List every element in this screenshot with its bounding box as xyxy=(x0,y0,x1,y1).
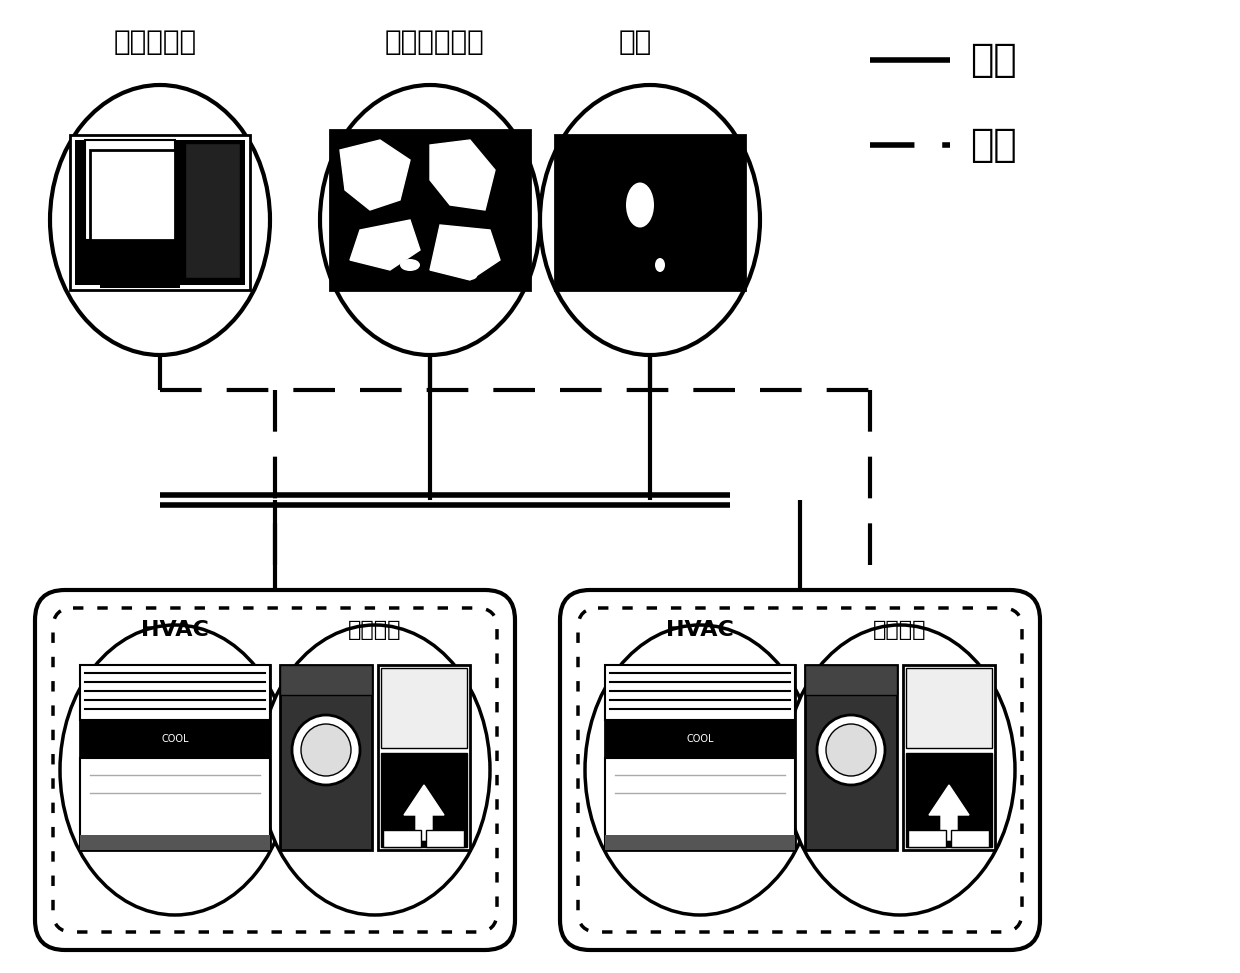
Text: 光伏发电单元: 光伏发电单元 xyxy=(386,28,485,56)
Text: 基线负荷: 基线负荷 xyxy=(873,620,926,640)
Bar xyxy=(81,758,270,850)
Text: 基线负荷: 基线负荷 xyxy=(348,620,402,640)
Polygon shape xyxy=(430,140,495,210)
Bar xyxy=(91,150,175,240)
Bar xyxy=(903,665,994,850)
Bar xyxy=(86,140,175,240)
FancyBboxPatch shape xyxy=(560,590,1040,950)
Bar xyxy=(951,830,990,847)
Bar xyxy=(100,280,180,288)
Text: HVAC: HVAC xyxy=(141,620,208,640)
Bar xyxy=(805,665,897,850)
Ellipse shape xyxy=(539,85,760,355)
Polygon shape xyxy=(340,140,410,210)
Ellipse shape xyxy=(301,724,351,776)
Text: COOL: COOL xyxy=(686,734,714,744)
Bar xyxy=(556,135,745,290)
Text: COOL: COOL xyxy=(161,734,188,744)
Polygon shape xyxy=(404,785,444,840)
Bar xyxy=(381,753,467,847)
Bar xyxy=(605,665,795,850)
Polygon shape xyxy=(430,225,500,280)
Polygon shape xyxy=(350,220,420,270)
Text: 信息: 信息 xyxy=(970,126,1017,164)
Bar xyxy=(378,665,470,850)
Ellipse shape xyxy=(463,270,477,280)
Bar xyxy=(74,250,175,285)
Bar xyxy=(81,835,270,850)
Bar xyxy=(81,665,270,850)
Bar xyxy=(605,758,795,850)
Bar xyxy=(383,830,422,847)
Bar xyxy=(69,135,250,290)
Bar xyxy=(330,130,529,290)
Bar xyxy=(427,830,464,847)
Bar xyxy=(180,140,246,285)
Bar xyxy=(908,830,946,847)
Text: 功率: 功率 xyxy=(970,41,1017,79)
Text: 电网: 电网 xyxy=(619,28,652,56)
Ellipse shape xyxy=(655,258,665,272)
Ellipse shape xyxy=(320,85,539,355)
Bar xyxy=(605,720,795,758)
Bar xyxy=(605,665,795,720)
Bar xyxy=(280,665,372,850)
Text: HVAC: HVAC xyxy=(666,620,734,640)
Ellipse shape xyxy=(401,259,420,271)
Ellipse shape xyxy=(291,715,360,785)
Bar xyxy=(906,668,992,748)
Bar xyxy=(81,720,270,758)
FancyBboxPatch shape xyxy=(35,590,515,950)
Bar xyxy=(381,668,467,748)
Ellipse shape xyxy=(585,625,815,915)
Ellipse shape xyxy=(826,724,875,776)
Ellipse shape xyxy=(50,85,270,355)
Ellipse shape xyxy=(260,625,490,915)
Bar xyxy=(185,143,241,278)
Bar xyxy=(605,835,795,850)
Bar xyxy=(280,665,372,695)
Ellipse shape xyxy=(785,625,1016,915)
Ellipse shape xyxy=(60,625,290,915)
Ellipse shape xyxy=(626,183,653,228)
Ellipse shape xyxy=(817,715,885,785)
Polygon shape xyxy=(929,785,968,840)
Bar xyxy=(81,665,270,720)
Bar xyxy=(805,665,897,695)
Bar xyxy=(125,265,155,285)
Text: 中央控制器: 中央控制器 xyxy=(113,28,197,56)
Bar xyxy=(906,753,992,847)
Bar xyxy=(74,140,246,285)
